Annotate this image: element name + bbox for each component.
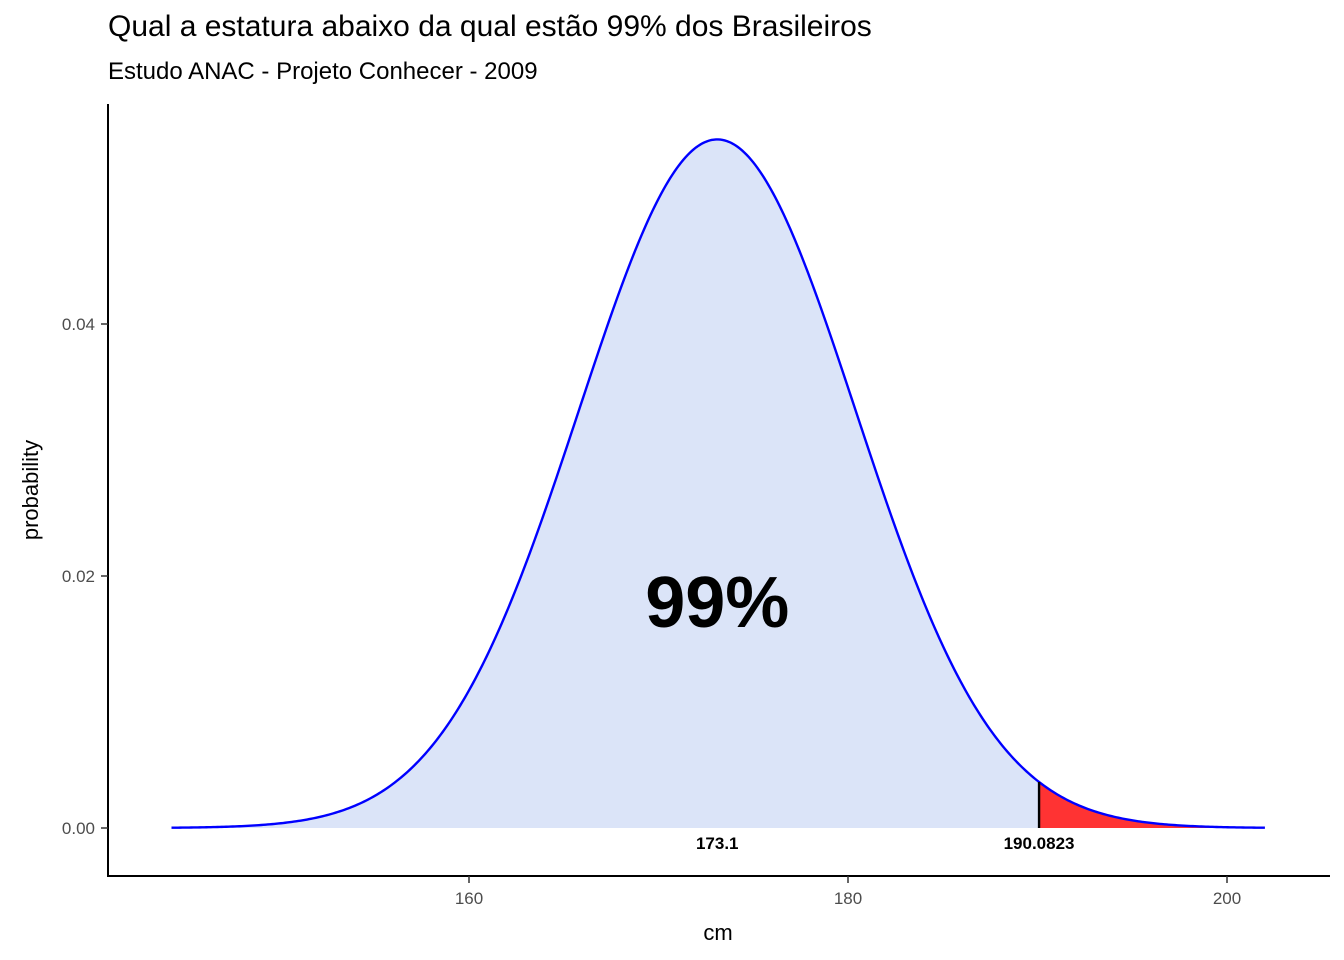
density-curve [171, 138, 1265, 829]
x-tick-label: 160 [455, 889, 483, 908]
chart-title: Qual a estatura abaixo da qual estão 99%… [108, 10, 872, 43]
area-below-cutoff [171, 139, 1040, 828]
x-tick-label: 200 [1213, 889, 1241, 908]
mean-point-label: 173.1 [696, 834, 739, 853]
x-tick-label: 180 [834, 889, 862, 908]
tail-area-above-cutoff [1039, 782, 1265, 828]
y-tick-label: 0.00 [62, 819, 95, 838]
cutoff-point-label: 190.0823 [1004, 834, 1075, 853]
chart-subtitle: Estudo ANAC - Projeto Conhecer - 2009 [108, 58, 538, 85]
x-axis-title: cm [703, 920, 732, 945]
y-tick-label: 0.02 [62, 567, 95, 586]
y-axis-title: probability [18, 440, 43, 540]
region-percent-label: 99% [645, 563, 789, 643]
y-tick-label: 0.04 [62, 315, 95, 334]
